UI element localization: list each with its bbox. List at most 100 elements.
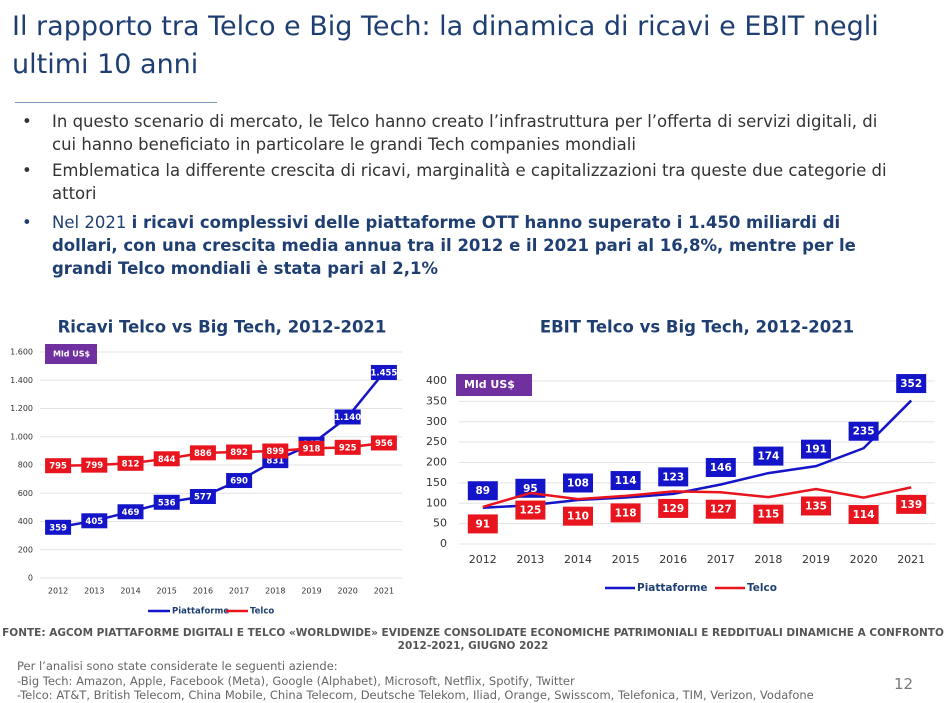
bullet: In questo scenario di mercato, le Telco … <box>22 110 902 156</box>
value-label-box <box>226 444 253 460</box>
value-label: 108 <box>567 477 589 489</box>
y-tick-label: 250 <box>426 435 447 448</box>
footnote: Per l’analisi sono state considerate le … <box>17 659 338 673</box>
slide-title: Il rapporto tra Telco e Big Tech: la din… <box>12 11 879 80</box>
title-rule <box>15 102 217 103</box>
value-label-box <box>226 473 253 489</box>
value-label-box <box>334 409 361 425</box>
value-label-box <box>370 435 397 451</box>
value-label-box <box>610 471 641 491</box>
value-label: 174 <box>757 451 779 463</box>
value-label: 110 <box>567 511 589 523</box>
x-tick-label: 2019 <box>802 553 830 566</box>
legend-label: Piattaforme <box>172 607 229 617</box>
value-label: 146 <box>710 462 732 474</box>
charts: Ricavi Telco vs Big Tech, 2012-2021 0 200 4… <box>10 318 935 617</box>
value-label: 123 <box>662 471 684 483</box>
value-label: 135 <box>805 500 827 512</box>
value-label-box <box>848 505 879 525</box>
value-label-box <box>563 473 593 493</box>
x-tick-label: 2019 <box>301 587 321 596</box>
value-label: 899 <box>266 447 284 457</box>
unit-label: Mld US$ <box>53 350 90 359</box>
value-label-box <box>262 443 289 459</box>
value-label: 844 <box>158 455 176 465</box>
x-tick-label: 2012 <box>48 587 68 596</box>
value-label: 129 <box>662 503 684 515</box>
y-tick-label: 200 <box>18 545 33 554</box>
value-label-box <box>658 498 689 518</box>
x-tick-label: 2018 <box>754 553 782 566</box>
x-tick-label: 2020 <box>338 587 358 596</box>
value-label-box <box>334 439 361 455</box>
value-label-box <box>610 503 641 523</box>
value-label-box <box>81 457 108 473</box>
value-label: 235 <box>853 426 875 438</box>
value-label-box <box>563 506 593 526</box>
value-label-box <box>515 500 546 520</box>
value-label: 191 <box>805 444 827 456</box>
y-tick-label: 600 <box>18 489 33 498</box>
y-tick-label: 0 <box>440 537 447 550</box>
page-number: 12 <box>894 675 914 693</box>
value-label: 469 <box>122 508 140 518</box>
value-label-box <box>753 446 784 466</box>
value-label-box <box>117 504 144 520</box>
value-label: 89 <box>475 485 490 497</box>
x-tick-label: 2015 <box>612 553 640 566</box>
value-label-box <box>81 513 108 529</box>
value-label: 918 <box>303 444 321 454</box>
value-label-box <box>153 494 180 510</box>
series-line <box>482 399 913 509</box>
x-tick-label: 2014 <box>564 553 592 566</box>
x-tick-label: 2017 <box>707 553 735 566</box>
value-label: 127 <box>710 504 732 516</box>
value-label-box <box>896 374 927 394</box>
value-label: 115 <box>757 509 779 521</box>
value-label-box <box>705 499 736 519</box>
value-label: 114 <box>853 509 875 521</box>
x-tick-label: 2014 <box>120 587 140 596</box>
value-label-box <box>189 445 216 461</box>
value-label-box <box>467 481 498 501</box>
x-tick-label: 2018 <box>265 587 285 596</box>
value-label: 1.455 <box>370 368 397 378</box>
x-tick-label: 2017 <box>229 587 249 596</box>
bullet: Nel 2021 i ricavi complessivi delle piat… <box>22 211 902 280</box>
value-label: 831 <box>266 457 284 467</box>
y-tick-label: 1.000 <box>10 432 33 441</box>
y-tick-label: 400 <box>426 374 447 387</box>
value-label: 795 <box>49 462 67 472</box>
bullet-text: Nel 2021 <box>52 213 127 232</box>
series-line <box>57 371 385 529</box>
value-label: 118 <box>615 507 637 519</box>
y-tick-label: 350 <box>426 394 447 407</box>
series-line <box>58 441 385 467</box>
x-tick-label: 2016 <box>659 553 687 566</box>
value-label: 359 <box>49 523 67 533</box>
y-tick-label: 300 <box>426 415 447 428</box>
value-label-box <box>753 504 784 524</box>
value-label: 886 <box>194 449 212 459</box>
x-tick-label: 2021 <box>374 587 394 596</box>
y-tick-label: 150 <box>426 476 447 489</box>
unit-box <box>456 374 532 396</box>
value-label-box <box>298 440 325 456</box>
footnote: -Big Tech: Amazon, Apple, Facebook (Meta… <box>17 673 575 688</box>
y-tick-label: 100 <box>426 496 447 509</box>
value-label: 1.140 <box>334 413 361 423</box>
x-tick-label: 2016 <box>193 587 213 596</box>
x-tick-label: 2012 <box>469 553 497 566</box>
legend-label: Piattaforme <box>637 582 708 594</box>
value-label-box <box>189 488 216 504</box>
value-label-box <box>801 496 831 516</box>
legend-label: Telco <box>747 582 777 594</box>
value-label-box <box>848 421 879 441</box>
x-tick-label: 2013 <box>84 587 104 596</box>
y-tick-label: 1.200 <box>10 404 33 413</box>
value-label: 95 <box>523 483 538 495</box>
legend-label: Telco <box>250 607 274 617</box>
chart-title: Ricavi Telco vs Big Tech, 2012-2021 <box>58 318 387 337</box>
source: FONTE: AGCOM PIATTAFORME DIGITALI E TELC… <box>2 627 944 652</box>
